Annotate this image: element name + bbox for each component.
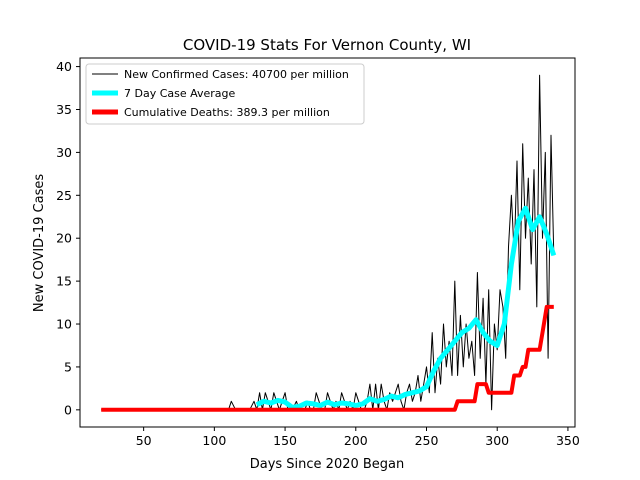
x-tick-label: 350: [556, 433, 580, 448]
chart-title: COVID-19 Stats For Vernon County, WI: [183, 36, 471, 54]
y-axis-label: New COVID-19 Cases: [32, 174, 47, 312]
series-line-1: [255, 205, 557, 410]
y-tick-label: 20: [56, 231, 72, 246]
x-tick-label: 150: [273, 433, 297, 448]
plot-area: [101, 74, 557, 412]
legend-label-1: 7 Day Case Average: [124, 87, 236, 100]
x-axis-label: Days Since 2020 Began: [250, 457, 405, 472]
y-tick-label: 40: [56, 59, 72, 74]
legend: New Confirmed Cases: 40700 per million 7 …: [85, 63, 365, 125]
x-tick-label: 300: [485, 433, 509, 448]
y-tick-label: 5: [64, 359, 72, 374]
y-tick-label: 25: [56, 188, 72, 203]
x-axis: 50 100 150 200 250 300 350: [136, 427, 580, 448]
x-tick-label: 200: [344, 433, 368, 448]
y-tick-label: 30: [56, 145, 72, 160]
y-tick-label: 10: [56, 317, 72, 332]
legend-label-0: New Confirmed Cases: 40700 per million: [124, 68, 349, 81]
x-tick-label: 50: [136, 433, 152, 448]
plot-frame: [79, 57, 576, 428]
legend-label-2: Cumulative Deaths: 389.3 per million: [124, 106, 330, 119]
x-tick-label: 100: [202, 433, 226, 448]
y-tick-label: 15: [56, 274, 72, 289]
y-tick-label: 0: [64, 402, 72, 417]
series-line-0: [101, 74, 555, 411]
y-tick-label: 35: [56, 102, 72, 117]
legend-box: [85, 63, 365, 125]
x-tick-label: 250: [415, 433, 439, 448]
series-line-2: [101, 304, 554, 412]
y-axis: 0 5 10 15 20 25 30 35 40: [56, 59, 80, 417]
